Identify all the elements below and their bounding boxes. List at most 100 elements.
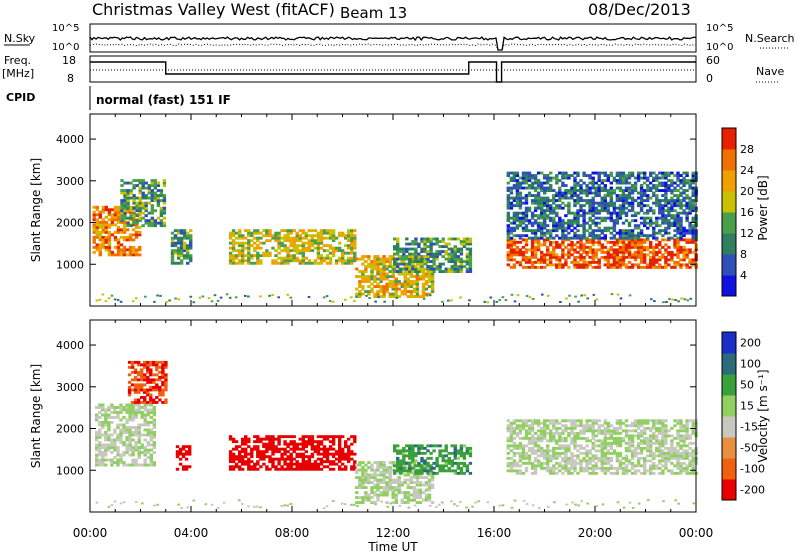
heat-cell xyxy=(670,224,674,228)
heat-cell xyxy=(518,204,523,208)
heat-cell xyxy=(149,448,153,452)
heat-cell xyxy=(414,252,418,256)
heat-cell xyxy=(685,204,689,208)
heat-cell xyxy=(444,454,448,458)
heat-cell xyxy=(658,224,662,228)
heat-cell xyxy=(238,467,242,471)
heat-cell xyxy=(639,221,644,225)
heat-cell xyxy=(95,208,99,212)
heat-cell xyxy=(101,205,105,209)
heat-cell xyxy=(382,290,386,293)
heat-cell xyxy=(573,214,577,218)
heat-cell xyxy=(685,174,689,177)
heat-cell xyxy=(182,234,187,238)
heat-cell xyxy=(338,231,342,235)
heat-cell xyxy=(624,265,629,269)
heat-cell xyxy=(600,199,604,202)
heat-cell xyxy=(316,435,321,439)
heat-cell xyxy=(603,174,607,177)
heat-cell xyxy=(465,260,470,263)
heat-cell xyxy=(364,255,368,258)
heat-cell xyxy=(676,221,680,225)
heat-cell xyxy=(101,243,105,247)
heat-cell xyxy=(655,186,659,190)
heat-cell xyxy=(143,375,147,379)
heat-cell xyxy=(576,431,580,435)
heat-cell xyxy=(152,461,156,464)
heat-cell xyxy=(361,468,365,472)
heat-cell xyxy=(207,297,211,300)
heat-cell xyxy=(664,258,668,262)
heat-cell xyxy=(658,189,662,192)
heat-cell xyxy=(231,457,236,461)
heat-cell xyxy=(164,383,168,387)
heat-cell xyxy=(546,446,550,450)
heat-cell xyxy=(600,231,604,235)
heat-cell xyxy=(600,229,604,233)
heat-cell xyxy=(328,462,333,466)
heat-cell xyxy=(98,225,102,229)
heat-cell xyxy=(426,449,430,453)
heat-cell xyxy=(567,255,571,259)
heat-cell xyxy=(527,419,532,423)
heat-cell xyxy=(527,454,532,458)
heat-cell xyxy=(579,429,583,433)
heat-cell xyxy=(518,459,523,463)
heat-cell xyxy=(561,226,565,230)
heat-cell xyxy=(138,179,142,182)
heat-cell xyxy=(639,231,644,235)
heat-cell xyxy=(536,439,541,443)
heat-cell xyxy=(411,270,415,273)
heat-cell xyxy=(361,476,365,479)
heat-cell xyxy=(101,228,105,232)
heat-cell xyxy=(412,493,417,497)
heat-cell xyxy=(289,447,293,451)
heat-cell xyxy=(353,460,357,464)
heat-cell xyxy=(540,265,544,269)
heat-cell xyxy=(688,250,692,254)
heat-cell xyxy=(591,446,595,450)
heat-cell xyxy=(107,208,112,212)
heat-cell xyxy=(674,299,677,301)
heat-cell xyxy=(509,464,514,468)
heat-cell xyxy=(465,469,470,473)
heat-cell xyxy=(107,210,112,214)
heat-cell xyxy=(685,211,689,215)
heat-cell xyxy=(530,446,535,450)
heat-cell xyxy=(385,501,389,504)
heat-cell xyxy=(510,293,514,296)
heat-cell xyxy=(582,181,586,185)
heat-cell xyxy=(561,250,565,254)
heat-cell xyxy=(646,236,650,240)
heat-cell xyxy=(585,240,589,244)
heat-cell xyxy=(512,248,517,252)
heat-cell xyxy=(412,481,417,484)
heat-cell xyxy=(655,236,659,240)
heat-cell xyxy=(685,171,689,175)
heat-cell xyxy=(147,184,151,187)
heat-cell xyxy=(573,421,577,425)
heat-cell xyxy=(549,211,553,215)
heat-cell xyxy=(181,445,186,449)
heat-cell xyxy=(591,260,595,264)
heat-cell xyxy=(289,457,293,461)
heat-cell xyxy=(162,224,167,228)
heat-cell xyxy=(606,459,610,463)
heat-cell xyxy=(530,236,535,240)
heat-cell xyxy=(277,442,281,446)
heat-cell xyxy=(438,252,442,256)
heat-cell xyxy=(447,247,451,251)
heat-cell xyxy=(679,191,683,195)
heat-cell xyxy=(600,461,604,465)
heat-cell xyxy=(679,229,683,233)
heat-cell xyxy=(247,460,251,464)
heat-cell xyxy=(128,250,133,254)
heat-cell xyxy=(555,429,559,433)
heat-cell xyxy=(546,196,550,200)
heat-cell xyxy=(430,287,435,291)
heat-cell xyxy=(113,461,117,464)
heat-cell xyxy=(406,277,410,281)
heat-cell xyxy=(350,229,354,233)
heat-cell xyxy=(509,176,514,180)
heat-cell xyxy=(664,226,668,230)
